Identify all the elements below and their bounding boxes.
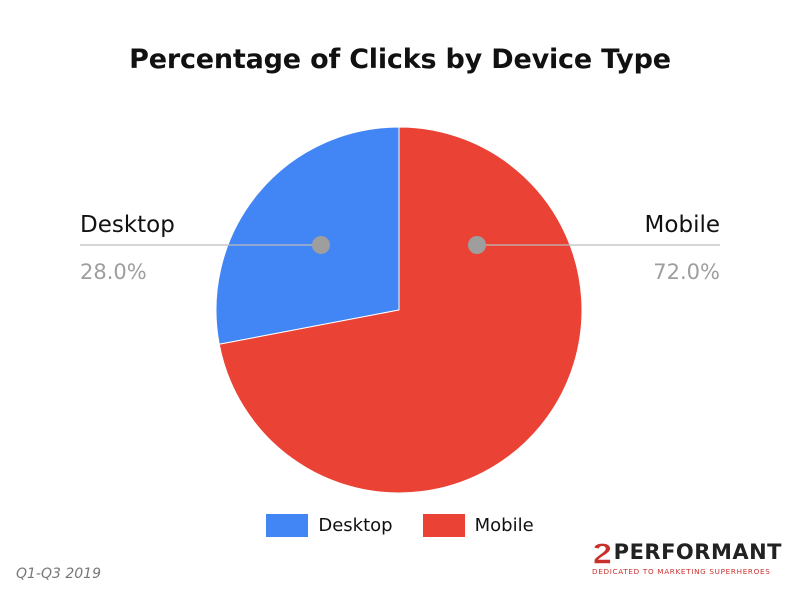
logo-wordmark: PERFORMANT <box>613 540 782 564</box>
legend-item-desktop: Desktop <box>266 514 393 537</box>
callout-value-mobile: 72.0% <box>653 260 720 284</box>
callout-value-desktop: 28.0% <box>80 260 147 284</box>
callout-label-desktop: Desktop <box>80 212 175 238</box>
period-note: Q1-Q3 2019 <box>16 566 101 582</box>
logo-2-icon <box>594 543 611 564</box>
legend-swatch-mobile <box>422 514 465 537</box>
legend-label-desktop: Desktop <box>318 515 393 536</box>
pie-slice-mobile <box>218 126 583 494</box>
callout-label-mobile: Mobile <box>645 212 720 238</box>
legend-item-mobile: Mobile <box>422 514 534 537</box>
legend-swatch-desktop <box>266 514 309 537</box>
pie-slice-desktop <box>215 126 400 345</box>
logo-tagline: DEDICATED TO MARKETING SUPERHEROES <box>592 567 771 576</box>
legend-label-mobile: Mobile <box>474 515 534 536</box>
chart-legend: Desktop Mobile <box>0 514 800 537</box>
callout-dot-mobile <box>468 236 486 254</box>
brand-logo: PERFORMANT DEDICATED TO MARKETING SUPERH… <box>592 538 782 586</box>
chart-title: Percentage of Clicks by Device Type <box>129 44 671 75</box>
callout-dot-desktop <box>312 236 330 254</box>
